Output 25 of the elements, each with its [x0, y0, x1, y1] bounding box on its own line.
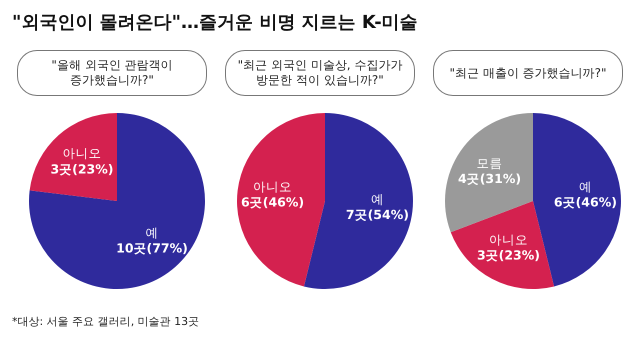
slice-label: 예 [146, 224, 159, 240]
slice-label: 모름 [476, 155, 503, 170]
chart-subtitle: "최근 매출이 증가했습니까?" [433, 50, 623, 96]
chart-subtitle: "올해 외국인 관람객이 증가했습니까?" [17, 50, 207, 96]
pie-slice [29, 113, 205, 289]
pie-slice [450, 201, 554, 289]
data-label: 3곳(23%) [476, 248, 540, 263]
pie-slice [304, 113, 413, 289]
slice-label: 아니오 [62, 146, 102, 161]
slice-label: 아니오 [488, 232, 528, 247]
data-label: 10곳(77%) [116, 240, 188, 256]
chart-subtitle: "최근 외국인 미술상, 수집가가 방문한 적이 있습니까?" [225, 50, 415, 96]
data-label: 3곳(23%) [50, 161, 114, 176]
data-label: 4곳(31%) [458, 170, 522, 186]
data-label: 7곳(54%) [346, 207, 409, 222]
slice-label: 예 [370, 192, 384, 207]
data-label: 6곳(46%) [241, 194, 304, 210]
pie-slice [445, 113, 533, 232]
pie-slice [30, 113, 117, 201]
slice-label: 예 [578, 178, 592, 194]
chart-title: "외국인이 몰려온다"…즐거운 비명 지르는 K-미술 [12, 11, 418, 34]
pie-slice [237, 113, 325, 286]
slice-label: 아니오 [253, 178, 292, 194]
text: *대상: 서울 주요 갤러리, 미술관 13곳 [12, 314, 200, 329]
data-label: 6곳(46%) [554, 194, 617, 210]
